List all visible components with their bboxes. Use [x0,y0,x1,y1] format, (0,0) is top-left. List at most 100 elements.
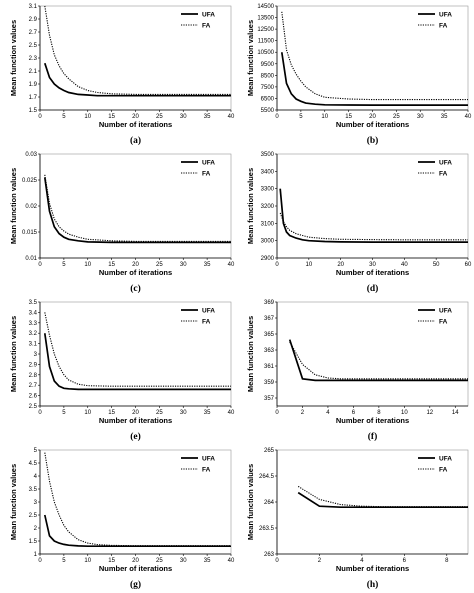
y-tick-label: 265 [264,448,275,454]
x-tick-label: 6 [403,558,407,564]
x-tick-label: 35 [204,558,211,564]
x-tick-label: 10 [321,114,328,120]
x-tick-label: 25 [393,114,400,120]
legend-label-fa: FA [202,22,211,29]
x-tick-label: 6 [352,410,356,416]
x-tick-label: 0 [275,262,279,268]
y-tick-label: 3200 [261,204,275,210]
x-tick-label: 2 [318,558,322,564]
x-tick-label: 20 [132,114,139,120]
legend-label-fa: FA [439,170,448,177]
x-tick-label: 5 [62,114,66,120]
series-line-fa [279,212,468,241]
y-tick-label: 2.5 [29,43,38,49]
x-tick-label: 10 [401,410,408,416]
x-tick-label: 5 [299,114,303,120]
x-tick-label: 0 [38,410,42,416]
x-tick-label: 0 [275,410,279,416]
panel-label: (h) [367,579,379,590]
legend-label-fa: FA [202,318,211,325]
x-tick-label: 35 [204,410,211,416]
series-line-ufa [279,188,468,243]
legend-label-fa: FA [439,318,448,325]
series-line-ufa [43,62,231,97]
panel-label: (c) [130,283,141,294]
y-tick-label: 1.5 [29,539,38,545]
y-axis-title: Mean function values [9,20,18,96]
x-tick-label: 25 [156,558,163,564]
x-axis-title: Number of iterations [99,416,172,425]
y-tick-label: 263.5 [259,526,275,532]
x-tick-label: 40 [228,262,235,268]
x-tick-label: 8 [445,558,449,564]
chart-svg: 2.5 2.6 2.7 2.8 2.9 3 3.1 3.2 3.3 3.4 3.5 0 5 10 15 20 2… [9,300,235,442]
x-tick-label: 40 [228,410,235,416]
y-tick-label: 5500 [261,108,275,114]
x-tick-label: 40 [228,114,235,120]
y-tick-label: 2.6 [29,394,38,400]
x-tick-label: 10 [84,114,91,120]
x-tick-label: 25 [156,410,163,416]
x-tick-label: 40 [465,114,472,120]
chart-svg: 357 359 361 363 365 367 369 0 2 4 6 8 10 12 14 Number o… [246,300,469,442]
x-tick-label: 4 [326,410,330,416]
series-line-fa [44,452,231,547]
x-tick-label: 35 [204,262,211,268]
x-tick-label: 30 [180,114,187,120]
y-tick-label: 264.5 [259,474,275,480]
x-tick-label: 30 [417,114,424,120]
series-line-ufa [43,514,231,548]
x-tick-label: 35 [441,114,448,120]
x-tick-label: 12 [426,410,433,416]
y-tick-label: 264 [264,500,275,506]
series-line-ufa [280,52,468,106]
y-tick-label: 2.5 [29,404,38,410]
y-tick-label: 2.9 [29,17,38,23]
chart-panel: 5500 6500 7500 8500 9500 10500 11500 12500 13500… [237,0,474,148]
y-tick-label: 263 [264,552,275,558]
x-tick-label: 8 [377,410,381,416]
y-tick-label: 3500 [261,152,275,158]
x-tick-label: 20 [369,114,376,120]
series-line-fa [289,341,468,380]
x-tick-label: 4 [360,558,364,564]
y-tick-label: 0.03 [25,152,37,158]
series-line-fa [281,11,468,101]
y-axis-title: Mean function values [9,464,18,540]
chart-panel: 1 1.5 2 2.5 3 3.5 4 4.5 5 0 5 10 15 20 25 30 35 40 Number … [0,444,237,592]
legend-label-ufa: UFA [202,455,215,462]
y-tick-label: 367 [264,316,275,322]
legend-label-ufa: UFA [439,307,452,314]
y-tick-label: 359 [264,380,275,386]
legend-label-ufa: UFA [202,11,215,18]
chart-svg: 263 263.5 264 264.5 265 0 2 4 6 8 Number of iterat… [246,448,469,590]
x-tick-label: 15 [108,558,115,564]
y-tick-label: 357 [264,396,275,402]
y-tick-label: 2.9 [29,362,38,368]
x-axis-title: Number of iterations [336,416,409,425]
chart-svg: 1.5 1.7 1.9 2.1 2.3 2.5 2.7 2.9 3.1 0 5 10 15 20 25 30 3… [9,4,235,146]
x-tick-label: 0 [275,114,279,120]
x-tick-label: 35 [204,114,211,120]
x-tick-label: 0 [38,114,42,120]
y-tick-label: 6500 [261,96,275,102]
y-tick-label: 365 [264,332,275,338]
y-tick-label: 9500 [261,62,275,68]
x-tick-label: 40 [228,558,235,564]
x-axis-title: Number of iterations [336,564,409,573]
y-tick-label: 3.5 [29,487,38,493]
x-tick-label: 14 [452,410,459,416]
y-tick-label: 12500 [257,27,274,33]
chart-svg: 2900 3000 3100 3200 3300 3400 3500 0 10 20 30 40 50 6… [246,152,472,294]
y-tick-label: 3.2 [29,331,38,337]
x-axis-title: Number of iterations [336,120,409,129]
x-tick-label: 15 [108,410,115,416]
chart-panel: 0.01 0.015 0.02 0.025 0.03 0 5 10 15 20 25 30 35 40 Nu… [0,148,237,296]
y-tick-label: 0.015 [22,230,38,236]
y-tick-label: 2.7 [29,30,38,36]
legend-label-ufa: UFA [202,159,215,166]
chart-panel: 2900 3000 3100 3200 3300 3400 3500 0 10 20 30 40 50 6… [237,148,474,296]
x-tick-label: 50 [433,262,440,268]
y-tick-label: 3.1 [29,342,38,348]
